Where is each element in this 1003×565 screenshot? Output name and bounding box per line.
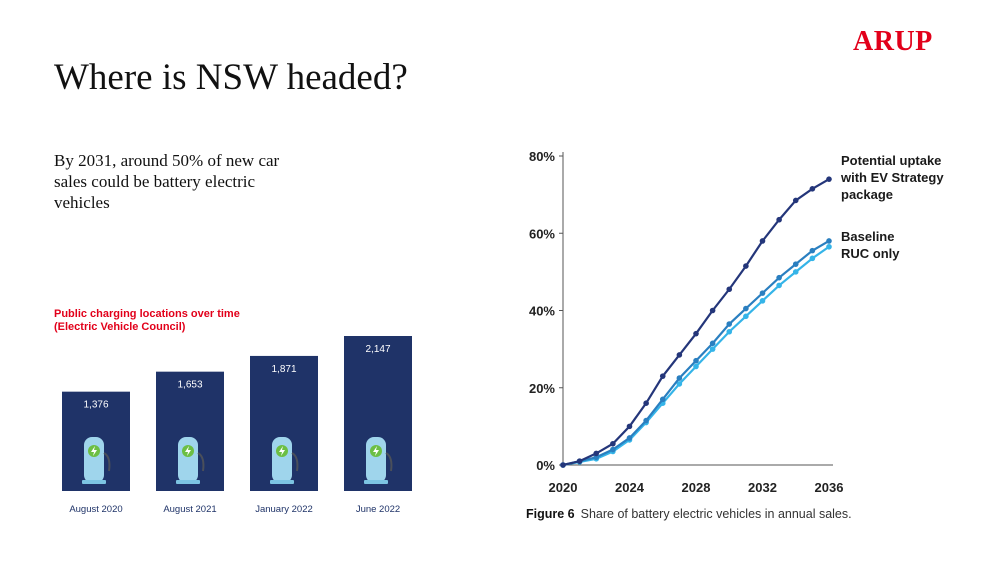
x-tick-label: 2028 (682, 480, 711, 495)
figure-caption: Figure 6 Share of battery electric vehicl… (526, 507, 852, 521)
series-0-point (759, 238, 766, 244)
series-2-point (693, 363, 699, 370)
series-2-point (709, 346, 716, 352)
y-tick-label: 60% (529, 226, 555, 241)
series-0-point (743, 263, 749, 269)
x-tick-label: 2032 (748, 480, 777, 495)
y-tick-label: 0% (536, 458, 555, 473)
series-1-point (693, 357, 699, 364)
bolt-icon (373, 446, 379, 456)
series-label-1: Baseline (841, 229, 894, 244)
slide-title: Where is NSW headed? (54, 57, 408, 98)
series-0-point (593, 450, 600, 457)
bar-value-label-2: 1,871 (271, 364, 296, 375)
series-0-point (560, 462, 566, 468)
series-1-point (593, 454, 600, 461)
series-0-point (792, 197, 799, 204)
series-0-point (709, 307, 716, 314)
series-2-point (809, 255, 816, 262)
bar-category-label-3: June 2022 (356, 504, 400, 515)
charger-base (82, 480, 106, 484)
series-1-point (626, 435, 633, 441)
bar-chart-title: Public charging locations over time (Ele… (54, 308, 240, 334)
series-line-0 (562, 178, 830, 467)
series-0-point (626, 423, 633, 430)
charger-base (176, 480, 200, 484)
bar-category-label-0: August 2020 (69, 504, 122, 515)
bar-category-label-2: January 2022 (255, 504, 313, 515)
bolt-icon (185, 446, 191, 456)
series-1-point (743, 305, 749, 312)
charger-base (270, 480, 294, 484)
series-label-2: RUC only (841, 246, 900, 261)
bar-value-label-1: 1,653 (177, 380, 202, 391)
series-1-point (709, 340, 716, 347)
series-1-point (759, 290, 766, 296)
series-0-point (693, 330, 699, 337)
charger-cable (197, 452, 205, 472)
series-1-point (643, 417, 649, 424)
series-0-point (659, 373, 666, 379)
series-1-point (610, 446, 616, 453)
x-tick-label: 2036 (815, 480, 844, 495)
series-1-point (726, 321, 733, 327)
series-label-0: package (841, 187, 893, 202)
x-tick-label: 2020 (549, 480, 578, 495)
series-2-point (792, 269, 799, 275)
series-2-point (743, 313, 749, 320)
series-2-point (726, 328, 733, 335)
series-label-0: Potential uptake (841, 153, 941, 168)
charger-cable (385, 452, 393, 472)
bolt-icon (91, 446, 97, 456)
bar-category-label-1: August 2021 (163, 504, 216, 515)
ev-charger-icon (270, 437, 299, 484)
bar-value-label-3: 2,147 (365, 344, 390, 355)
series-1-point (792, 261, 799, 267)
series-2-point (759, 298, 766, 304)
series-0-point (676, 352, 683, 358)
ev-charger-icon (176, 437, 205, 484)
series-2-point (676, 381, 683, 387)
ev-charger-icon (82, 437, 111, 484)
y-tick-label: 40% (529, 304, 555, 319)
series-1-point (826, 238, 832, 244)
bar-chart-title-line1: Public charging locations over time (54, 308, 240, 320)
series-line-1 (562, 240, 830, 467)
series-1-point (776, 274, 782, 281)
figure-caption-text: Share of battery electric vehicles in an… (580, 507, 852, 521)
series-1-point (809, 247, 816, 254)
series-0-point (776, 216, 782, 223)
series-0-point (809, 186, 816, 192)
figure-label: Figure 6 (526, 507, 575, 521)
y-tick-label: 80% (529, 149, 555, 164)
arup-logo: ARUP (853, 26, 933, 57)
series-0-point (826, 176, 832, 182)
y-tick-label: 20% (529, 381, 555, 396)
bar-value-label-0: 1,376 (83, 400, 108, 411)
bar-chart-title-line2: (Electric Vehicle Council) (54, 321, 186, 333)
charger-cable (291, 452, 299, 472)
series-2-point (826, 243, 832, 250)
series-line-2 (562, 245, 830, 467)
series-label-0: with EV Strategy (840, 170, 944, 185)
charger-cable (103, 452, 111, 472)
series-1-point (659, 396, 666, 403)
series-0-point (576, 458, 583, 464)
series-0-point (726, 286, 733, 293)
series-2-point (776, 282, 782, 289)
bolt-icon (279, 446, 285, 456)
ev-charger-icon (364, 437, 393, 484)
x-tick-label: 2024 (615, 480, 645, 495)
series-1-point (676, 375, 683, 381)
charger-base (364, 480, 388, 484)
slide-summary: By 2031, around 50% of new car sales cou… (54, 151, 280, 212)
series-0-point (643, 400, 649, 407)
series-0-point (610, 440, 616, 447)
